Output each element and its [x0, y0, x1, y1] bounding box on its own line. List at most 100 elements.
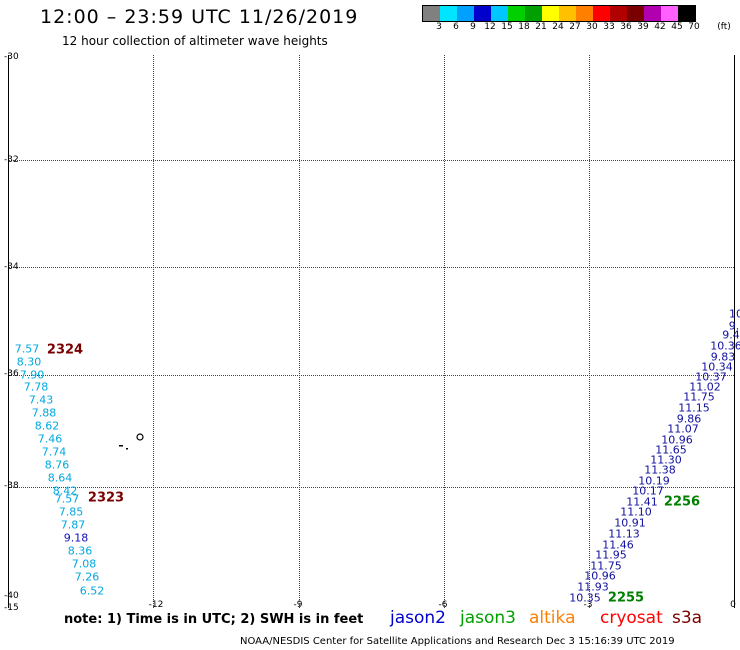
color-scale-label: 9 [470, 22, 476, 32]
wave-height-value: 11.75 [590, 559, 622, 573]
lat-gridline [9, 160, 734, 161]
wave-height-value: 11.02 [689, 380, 721, 394]
color-scale-swatch [678, 6, 695, 21]
color-scale-swatch [508, 6, 525, 21]
color-scale-label: 12 [484, 22, 496, 32]
legend-entry-s3a: s3a [672, 608, 703, 628]
wave-height-value: 11.95 [595, 548, 627, 562]
lon-gridline [589, 55, 590, 608]
lat-label: -30 [4, 52, 19, 62]
wave-height-value: 7.08 [71, 557, 97, 571]
lat-label: -36 [4, 369, 19, 379]
lat-label: -32 [4, 155, 19, 165]
wave-height-value: 9.18 [63, 531, 89, 545]
pass-time-label: 2324 [46, 342, 84, 358]
wave-height-value: 11.13 [608, 527, 640, 541]
lon-label: -12 [148, 600, 164, 610]
color-scale-swatch [525, 6, 542, 21]
pass-time-label: 2256 [663, 494, 701, 510]
wave-height-value: 7.90 [19, 368, 45, 382]
wave-height-value: 8.64 [47, 471, 73, 485]
lat-label: -40 [4, 591, 19, 601]
wave-height-value: 11.46 [602, 538, 634, 552]
color-scale-swatch [457, 6, 474, 21]
color-scale-swatch [644, 6, 661, 21]
color-scale-label: 3 [436, 22, 442, 32]
wave-height-value: 10 [729, 307, 740, 321]
color-scale-unit: (ft) [717, 22, 731, 32]
wave-height-value: 11.93 [577, 580, 609, 594]
wave-height-value: 6.52 [79, 584, 105, 598]
wave-height-value: 8.42 [52, 484, 78, 498]
wave-height-value: 10.19 [638, 474, 670, 488]
color-scale-swatch [661, 6, 678, 21]
wave-height-value: 7.74 [41, 445, 67, 459]
wave-height-value: 10.36 [710, 339, 740, 353]
wave-height-value: 7.57 [14, 342, 40, 356]
lon-label: -6 [438, 600, 448, 610]
color-scale-swatch [542, 6, 559, 21]
color-scale-swatch [593, 6, 610, 21]
pass-time-label: 2255 [607, 590, 645, 606]
color-scale-label: 36 [620, 22, 632, 32]
wave-height-value: 11.65 [655, 443, 687, 457]
wave-height-value: 10.34 [701, 360, 733, 374]
wave-height-value: 10.37 [695, 370, 727, 384]
wave-height-value: 10.96 [584, 569, 616, 583]
map-subtitle: 12 hour collection of altimeter wave hei… [62, 34, 328, 48]
wave-height-value: 7.57 [54, 492, 80, 506]
lat-label: -38 [4, 481, 19, 491]
wave-height-value: 8.30 [16, 355, 42, 369]
map-frame [8, 55, 735, 608]
wave-height-value: 9.4 [722, 328, 740, 342]
color-scale-label: 39 [637, 22, 649, 32]
wave-height-value: 11.15 [678, 401, 710, 415]
lon-label: -9 [293, 600, 303, 610]
wave-height-value: 7.78 [23, 380, 49, 394]
wave-height-value: 8.36 [67, 544, 93, 558]
lon-gridline [153, 55, 154, 608]
color-scale-swatch [576, 6, 593, 21]
wave-height-value: 9.83 [710, 350, 736, 364]
wave-height-value: 10.91 [614, 516, 646, 530]
credit-footer: NOAA/NESDIS Center for Satellite Applica… [240, 636, 675, 647]
color-scale-labels: 3 6 9 12 15 18 21 24 27 30 33 36 39 42 45 70 (ft) [422, 22, 740, 34]
color-scale-swatch [440, 6, 457, 21]
wave-height-value: 10.35 [569, 591, 601, 605]
lat-gridline [9, 487, 734, 488]
lat-label: -15 [4, 603, 19, 613]
color-scale-label: 27 [569, 22, 581, 32]
color-scale-swatch [423, 6, 440, 21]
color-scale-swatch [491, 6, 508, 21]
color-scale-label: 70 [688, 22, 700, 32]
wave-height-value: 11.30 [650, 453, 682, 467]
wave-height-value: 10.96 [661, 433, 693, 447]
island-outline [119, 433, 144, 450]
color-scale-label: 6 [453, 22, 459, 32]
pass-time-label: 2323 [87, 490, 125, 506]
footnote: note: 1) Time is in UTC; 2) SWH is in fe… [64, 612, 364, 627]
color-scale-label: 21 [535, 22, 547, 32]
color-scale-label: 33 [603, 22, 615, 32]
legend-entry-cryosat: cryosat [600, 608, 663, 628]
color-scale-swatch [627, 6, 644, 21]
wave-height-value: 7.88 [31, 406, 57, 420]
color-scale-label: 24 [552, 22, 564, 32]
wave-height-value: 9.86 [676, 412, 702, 426]
color-scale-label: 30 [586, 22, 598, 32]
color-scale-swatch [474, 6, 491, 21]
wave-height-value: 7.26 [74, 570, 100, 584]
lon-label: 0 [730, 600, 736, 610]
wave-height-value: 11.10 [620, 505, 652, 519]
island-shape [119, 445, 123, 447]
lon-label: -3 [583, 600, 593, 610]
wave-height-value: 11.38 [644, 463, 676, 477]
wave-height-value: 10.17 [632, 484, 664, 498]
wave-height-value: 11.07 [667, 422, 699, 436]
wave-height-value: 7.85 [58, 505, 84, 519]
lat-gridline [9, 267, 734, 268]
lon-gridline [444, 55, 445, 608]
color-scale-label: 18 [518, 22, 530, 32]
wave-height-value: 8.76 [44, 458, 70, 472]
wave-height-value: 8.62 [34, 419, 60, 433]
